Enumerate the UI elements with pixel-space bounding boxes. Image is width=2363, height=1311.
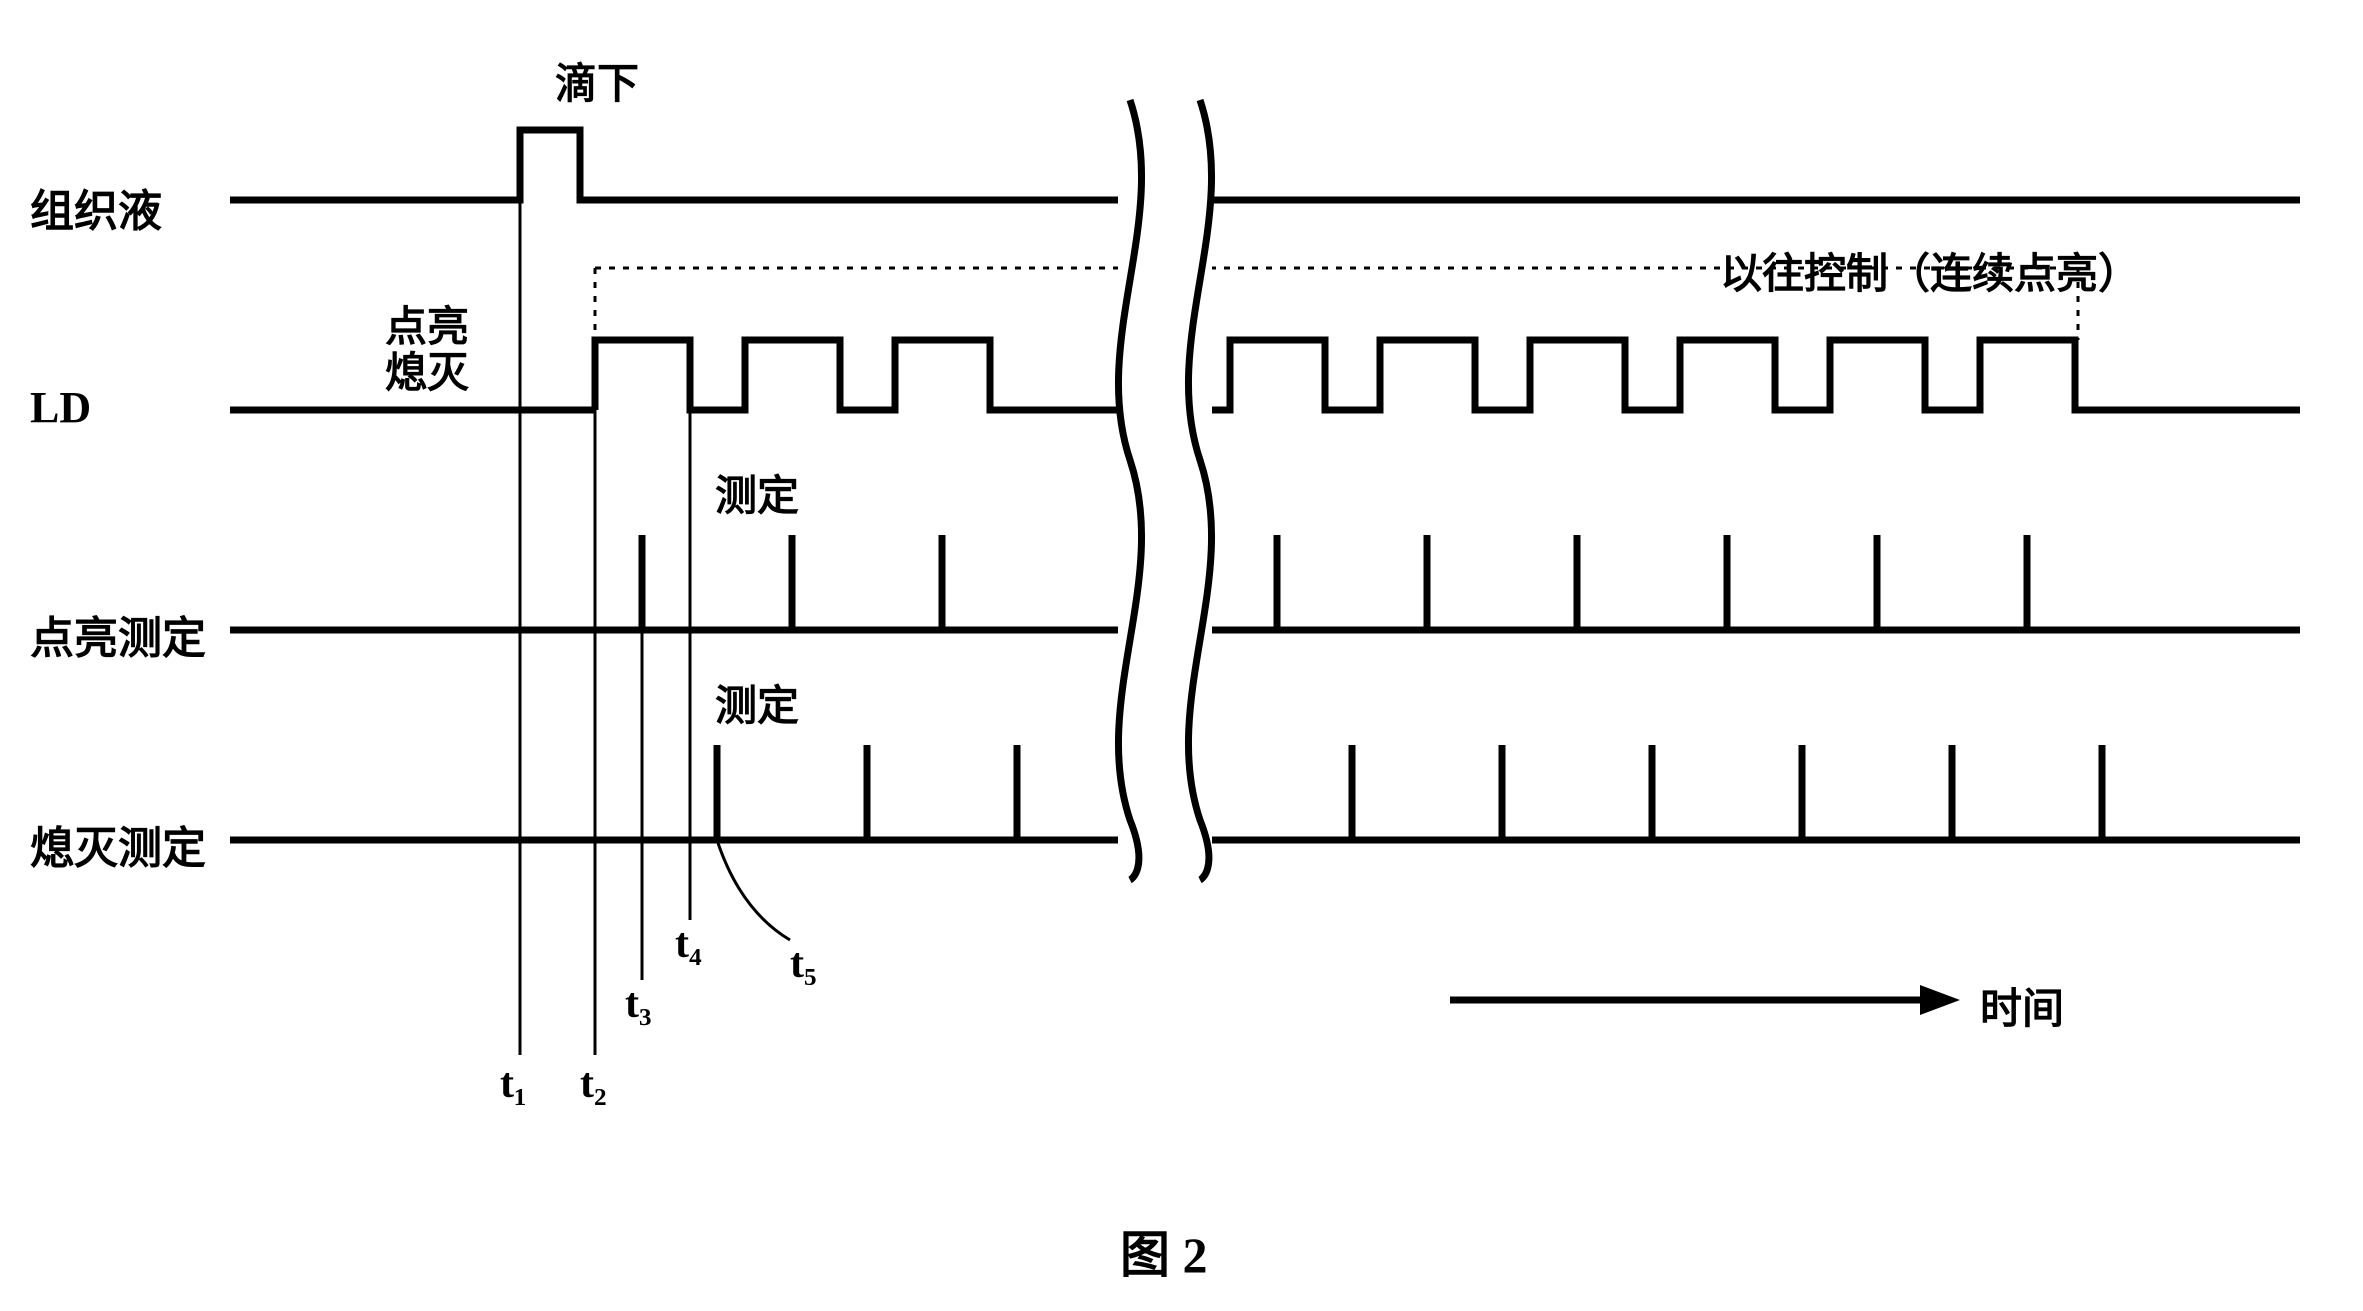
figure-label: 图 2	[1120, 1215, 1208, 1287]
t2-label: t₂	[580, 1060, 607, 1108]
row-label-off: 熄灭测定	[30, 812, 206, 876]
t5-leader	[717, 840, 790, 940]
break-mark	[1118, 100, 1212, 880]
ld-off-text: 熄灭	[385, 351, 469, 397]
t4-label: t₄	[675, 920, 702, 968]
row-tissue-fluid	[230, 130, 2300, 200]
row-label-on: 点亮测定	[30, 602, 206, 666]
row-off-measure	[230, 745, 2300, 840]
row-label-tissue: 组织液	[30, 175, 162, 239]
t5-label: t₅	[790, 940, 817, 988]
row-on-measure	[230, 535, 2300, 630]
ld-on-text: 点亮	[385, 305, 469, 351]
t3-label: t₃	[625, 980, 652, 1028]
time-axis-label: 时间	[1980, 975, 2064, 1036]
measure-label-off: 测定	[715, 672, 799, 733]
prior-control-label: 以往控制（连续点亮）	[1720, 240, 2140, 301]
t1-label: t₁	[500, 1060, 527, 1108]
measure-label-on: 测定	[715, 462, 799, 523]
row-label-ld: LD	[30, 382, 91, 433]
drop-label: 滴下	[555, 50, 639, 111]
ld-on-off-label: 点亮 熄灭	[385, 305, 469, 397]
timing-diagram: 组织液 LD 点亮测定 熄灭测定 滴下 点亮 熄灭 以往控制（连续点亮） 测定 …	[0, 40, 2363, 1140]
time-arrow	[1450, 985, 1960, 1015]
